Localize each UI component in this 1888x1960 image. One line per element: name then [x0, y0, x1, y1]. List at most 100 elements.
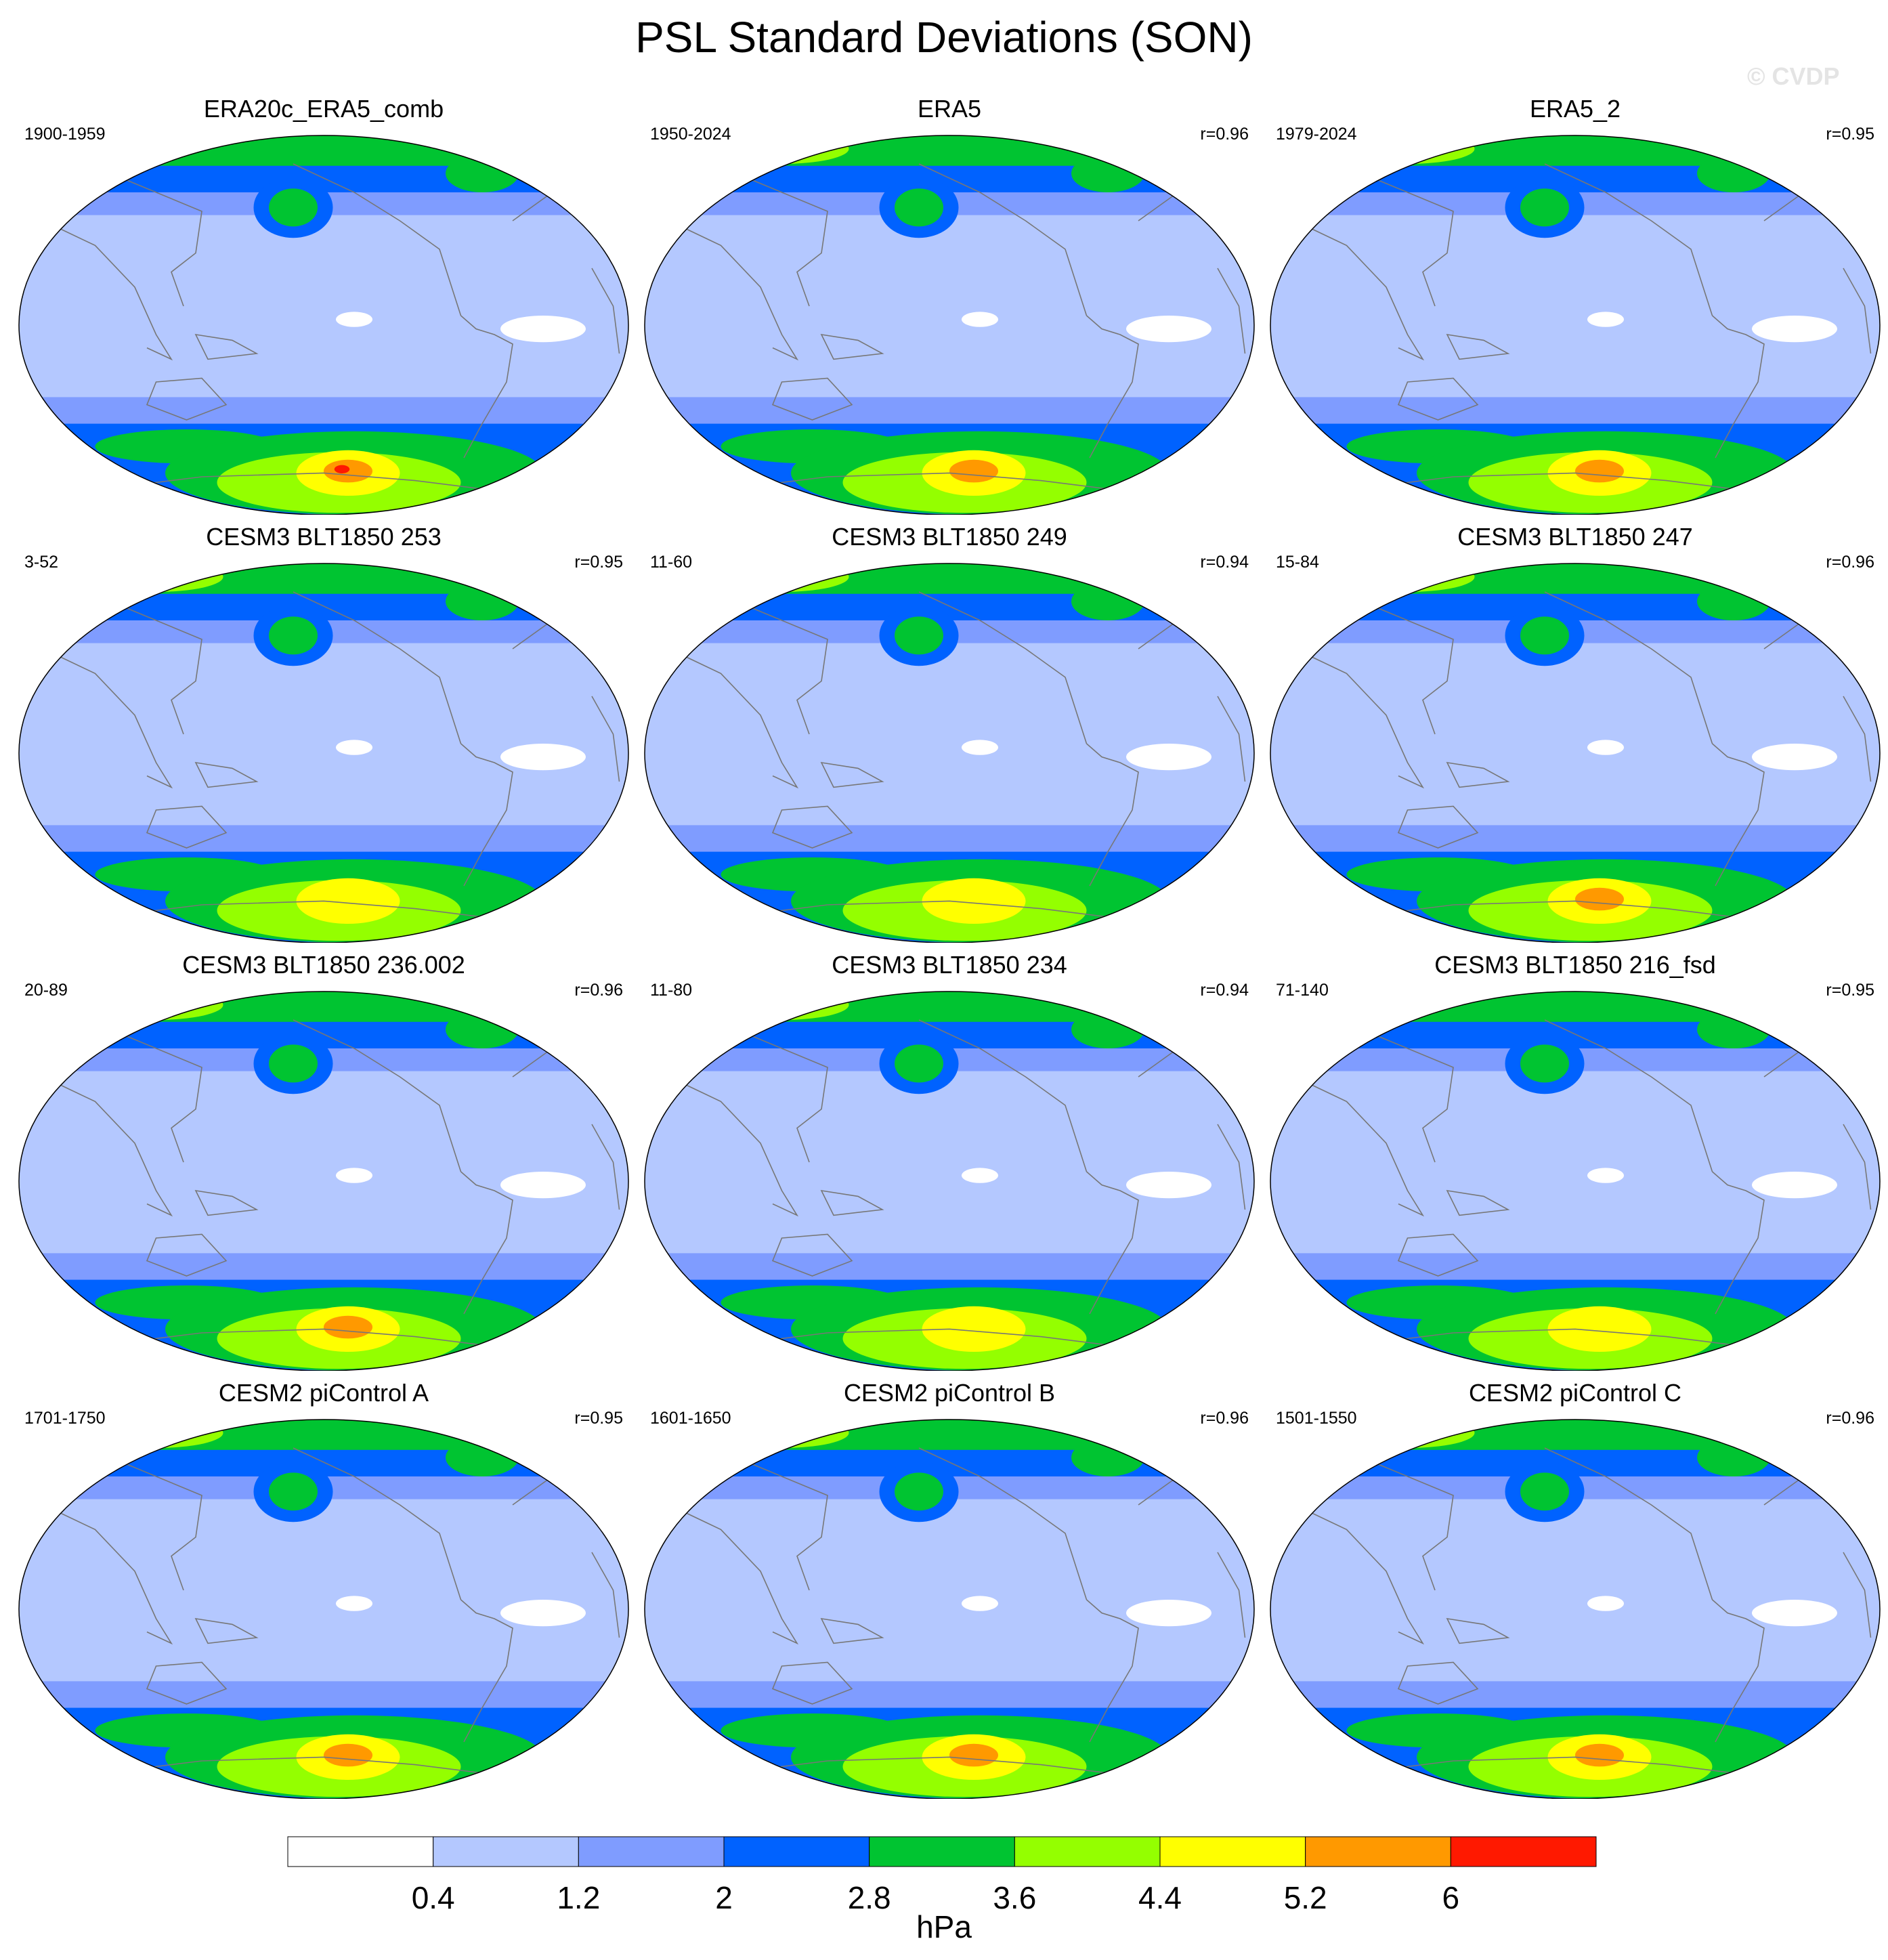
colorbar-swatch: [1014, 1836, 1161, 1867]
map-field: [1270, 992, 1880, 1371]
nh-band-4: [19, 135, 628, 166]
panel-title: CESM2 piControl B: [843, 1379, 1056, 1407]
map-field: [645, 1420, 1254, 1799]
map-svg: [644, 1419, 1255, 1799]
map-outline: [18, 1419, 629, 1799]
panel-years: 1979-2024: [1276, 125, 1357, 144]
map-svg: [1270, 135, 1881, 515]
panel-correlation: r=0.95: [1826, 125, 1874, 144]
sh-peak-6: [296, 878, 400, 924]
map-outline: [18, 135, 629, 515]
map-outline: [1270, 135, 1881, 515]
map-field: [645, 992, 1254, 1371]
panel-years: 1601-1650: [650, 1409, 731, 1428]
coastlines: [668, 1019, 1246, 1349]
colorbar-swatch: [433, 1836, 579, 1867]
colorbar-swatch: [1159, 1836, 1306, 1867]
panel-title: CESM3 BLT1850 234: [832, 951, 1067, 979]
map-svg: [644, 135, 1255, 515]
panel-years: 1900-1959: [24, 125, 106, 144]
map-panel: CESM3 BLT1850 253 3-52 r=0.95: [12, 523, 635, 943]
map-panel: CESM2 piControl A 1701-1750 r=0.95: [12, 1379, 635, 1799]
panel-correlation: r=0.95: [1826, 981, 1874, 1000]
map-svg: [18, 563, 629, 943]
coastlines: [1294, 591, 1872, 921]
map-outline: [644, 991, 1255, 1371]
map-panel: ERA5 1950-2024 r=0.96: [638, 95, 1261, 515]
panel-correlation: r=0.95: [574, 553, 623, 572]
map-outline: [1270, 1419, 1881, 1799]
map-field: [19, 135, 628, 515]
nh-band-4: [1270, 992, 1880, 1022]
panel-title: CESM2 piControl C: [1468, 1379, 1682, 1407]
coastlines: [43, 591, 620, 921]
map-svg: [1270, 1419, 1881, 1799]
map-panel: CESM2 piControl C 1501-1550 r=0.96: [1264, 1379, 1887, 1799]
map-field: [1270, 1420, 1880, 1799]
panel-years: 3-52: [24, 553, 59, 572]
map-panel: CESM3 BLT1850 234 11-80 r=0.94: [638, 951, 1261, 1371]
watermark-text: © CVDP: [1747, 62, 1840, 90]
map-field: [19, 1420, 628, 1799]
map-svg: [1270, 991, 1881, 1371]
nh-band-4: [1270, 563, 1880, 594]
panel-title: ERA5_2: [1529, 95, 1621, 123]
panel-correlation: r=0.94: [1200, 981, 1249, 1000]
sh-peak-7: [1575, 459, 1624, 483]
map-panel: CESM2 piControl B 1601-1650 r=0.96: [638, 1379, 1261, 1799]
map-panel: CESM3 BLT1850 247 15-84 r=0.96: [1264, 523, 1887, 943]
coastlines: [1294, 1447, 1872, 1777]
nh-band-4: [19, 1420, 628, 1450]
panel-title: CESM3 BLT1850 249: [832, 523, 1067, 551]
nh-band-4: [645, 563, 1254, 594]
map-field: [1270, 563, 1880, 943]
map-outline: [18, 563, 629, 943]
panel-years: 1950-2024: [650, 125, 731, 144]
panel-correlation: r=0.95: [574, 1409, 623, 1428]
panel-years: 15-84: [1276, 553, 1319, 572]
colorbar-swatch: [287, 1836, 434, 1867]
colorbar-unit-label: hPa: [916, 1909, 972, 1944]
sh-peak-6: [922, 1306, 1026, 1352]
map-panel: CESM3 BLT1850 216_fsd 71-140 r=0.95: [1264, 951, 1887, 1371]
map-outline: [18, 991, 629, 1371]
figure-title: PSL Standard Deviations (SON): [635, 13, 1253, 62]
sh-peak-7: [1575, 887, 1624, 911]
map-svg: [644, 563, 1255, 943]
sh-peak-6: [1547, 1306, 1652, 1352]
sh-peak-7: [1575, 1743, 1624, 1767]
panel-years: 11-60: [650, 553, 693, 572]
map-svg: [18, 991, 629, 1371]
map-svg: [644, 991, 1255, 1371]
coastlines: [668, 163, 1246, 493]
colorbar-swatch: [869, 1836, 1015, 1867]
sh-peak-7: [324, 1315, 372, 1339]
nh-band-4: [1270, 135, 1880, 166]
panel-years: 1501-1550: [1276, 1409, 1357, 1428]
map-outline: [644, 563, 1255, 943]
map-field: [19, 563, 628, 943]
nh-band-4: [19, 563, 628, 594]
nh-band-4: [645, 1420, 1254, 1450]
panel-years: 11-80: [650, 981, 693, 1000]
sh-peak-7: [324, 1743, 372, 1767]
map-svg: [18, 1419, 629, 1799]
nh-band-4: [645, 135, 1254, 166]
panel-correlation: r=0.96: [574, 981, 623, 1000]
sh-peak-7: [949, 1743, 998, 1767]
panel-years: 1701-1750: [24, 1409, 106, 1428]
panel-years: 20-89: [24, 981, 68, 1000]
panel-correlation: r=0.96: [1826, 553, 1874, 572]
panel-correlation: r=0.96: [1200, 125, 1249, 144]
sh-peak-8: [334, 465, 350, 473]
coastlines: [43, 1019, 620, 1349]
nh-band-4: [645, 992, 1254, 1022]
map-field: [19, 992, 628, 1371]
map-outline: [644, 1419, 1255, 1799]
panel-years: 71-140: [1276, 981, 1329, 1000]
sh-peak-6: [922, 878, 1026, 924]
colorbar-swatch: [723, 1836, 870, 1867]
sh-peak-7: [949, 459, 998, 483]
map-svg: [18, 135, 629, 515]
map-svg: [1270, 563, 1881, 943]
